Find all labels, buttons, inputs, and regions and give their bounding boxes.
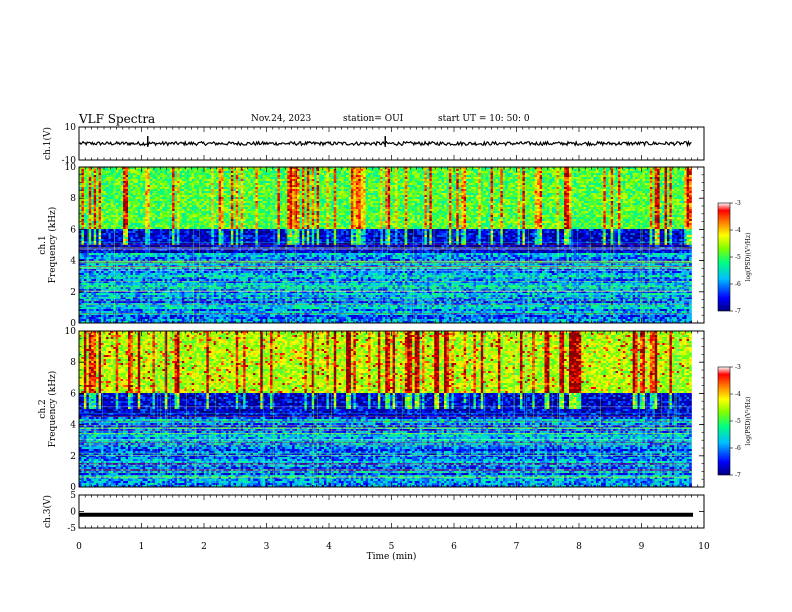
vlf-figure: 10-10ch.1(V) 0246810ch.1 Frequency (kHz) …	[0, 0, 792, 612]
x-tick-label: 4	[326, 542, 332, 552]
y-tick-label: 0	[70, 508, 76, 518]
y-axis-label: Frequency (kHz)	[47, 371, 58, 448]
colorbar-tick-label: -6	[735, 445, 741, 452]
colorbar-tick-label: -7	[735, 308, 741, 315]
ch3-waveform-panel: 5 0 -5 ch.3(V)	[42, 491, 704, 534]
colorbar-tick-label: -4	[735, 391, 741, 398]
colorbar-tick-label: -3	[735, 364, 741, 371]
x-tick-label: 9	[639, 542, 645, 552]
colorbar-tick-label: -5	[735, 418, 741, 425]
y-tick-label: 2	[70, 452, 76, 462]
y-axis-label: ch.1(V)	[42, 127, 53, 160]
colorbar-scale	[718, 367, 730, 475]
x-tick-label: 2	[201, 542, 207, 552]
colorbar-tick-label: -7	[735, 472, 741, 479]
colorbar-label: log(PSD)(V²/Hz)	[745, 397, 752, 446]
time-axis: 0 1 2 3 4 5 6 7 8 9 10 Time (min)	[76, 542, 710, 562]
y-tick-label: 2	[70, 288, 76, 298]
y-tick-label: 6	[70, 225, 76, 235]
x-tick-label: 5	[389, 542, 395, 552]
y-tick-label: 10	[65, 163, 77, 173]
x-tick-label: 0	[76, 542, 82, 552]
y-axis-label: ch.3(V)	[42, 495, 53, 528]
y-axis-label: ch.2	[38, 399, 48, 418]
colorbar-tick-label: -5	[735, 254, 741, 261]
y-tick-label: 5	[70, 491, 76, 501]
colorbar-scale	[718, 203, 730, 311]
colorbar-tick-label: -3	[735, 200, 741, 207]
colorbar-tick-label: -4	[735, 227, 741, 234]
colorbar-tick-label: -6	[735, 281, 741, 288]
y-axis-label: Frequency (kHz)	[47, 207, 58, 284]
y-axis-label: ch.1	[38, 235, 48, 254]
y-tick-label: 8	[70, 194, 76, 204]
x-axis-label: Time (min)	[367, 551, 417, 562]
x-tick-label: 7	[514, 542, 520, 552]
ch1-colorbar: -3 -4 -5 -6 -7 log(PSD)(V²/Hz)	[718, 200, 752, 315]
x-tick-label: 6	[451, 542, 457, 552]
colorbar-label: log(PSD)(V²/Hz)	[745, 233, 752, 282]
x-tick-label: 8	[576, 542, 582, 552]
ch2-colorbar: -3 -4 -5 -6 -7 log(PSD)(V²/Hz)	[718, 364, 752, 479]
y-tick-label: 8	[70, 358, 76, 368]
y-tick-label: 4	[70, 421, 76, 431]
x-tick-label: 3	[264, 542, 270, 552]
x-tick-label: 10	[698, 542, 710, 552]
y-tick-label: 4	[70, 257, 76, 267]
y-tick-label: 10	[65, 327, 77, 337]
y-tick-label: 10	[65, 123, 77, 133]
y-tick-label: 6	[70, 389, 76, 399]
y-tick-label: -5	[67, 524, 76, 534]
x-tick-label: 1	[139, 542, 145, 552]
